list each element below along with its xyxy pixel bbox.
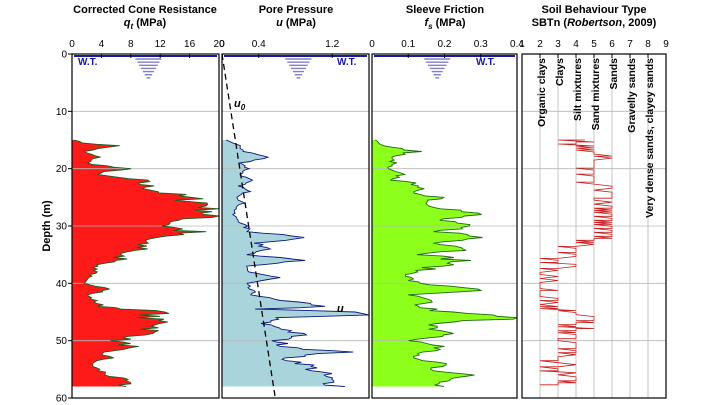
sbt-subtitle-c: , 2009) [622,17,657,29]
depth-tick-label: 40 [56,279,68,290]
qt-water-table-label: W.T. [78,57,98,68]
u0-annotation: u0 [234,98,246,112]
fs-subscript: s [428,22,433,31]
water-table-symbol [285,58,312,79]
sbt-zone-labels: Organic clays Clays Silt mixtures Sand mixt… [536,58,656,218]
depth-axis-label: Depth (m) [41,200,53,252]
sbt-tick-label: 3 [555,39,561,50]
u0-subscript: 0 [241,103,246,112]
qt-panel-title: Corrected Cone Resistance [73,4,217,16]
sbt-tick-label: 2 [537,39,543,50]
fs-axis-label: fs (MPa) [424,17,465,31]
profile-u-fill [222,140,369,387]
sbt-zone-label: Sands [608,58,620,90]
panel-fills [72,140,517,387]
qt-tick-label: 12 [155,39,167,50]
sbt-tick-label: 4 [573,39,579,50]
depth-tick-label: 20 [56,164,68,175]
panel-frames [68,53,667,399]
qt-subscript: t [131,22,134,31]
qt-tick-label: 16 [184,39,196,50]
depth-tick-label: 60 [56,394,68,405]
profile-fs-line [375,139,518,387]
u-axis-label: u (MPa) [276,17,316,29]
u-symbol: u [276,17,283,29]
sbt-subtitle-b: Robertson [567,17,622,29]
depth-tick-label: 0 [61,50,67,61]
profile-qt-line [73,139,220,387]
sbt-zone-label: Clays [554,58,566,86]
qt-tick-label: 20 [213,39,225,50]
u0-hydrostatic-line [221,53,276,399]
sbt-panel-subtitle: SBTn (Robertson, 2009) [532,17,657,29]
qt-tick-label: 0 [69,39,75,50]
qt-tick-label: 8 [128,39,134,50]
sbt-tick-label: 9 [663,39,669,50]
sbt-tick-label: 6 [609,39,615,50]
qt-symbol: q [124,17,131,29]
profile-u-line [226,139,370,387]
fs-tick-label: 0.1 [401,39,415,50]
sbt-zone-label: Very dense sands, clayey sands [644,58,656,218]
depth-tick-label: 30 [56,222,68,233]
panel-frame-qt [71,53,220,399]
sbt-zone-label: Organic clays [536,58,548,127]
sbt-zone-label: Sand mixtures [590,58,602,131]
water-table-symbol [135,58,162,79]
qt-unit: (MPa) [133,17,166,29]
series-lines [73,53,613,399]
fs-symbol: f [424,17,429,29]
sbt-panel-title: Soil Behaviour Type [542,4,647,16]
u-unit: (MPa) [283,17,316,29]
u-annotation: u [337,303,344,315]
panel-frame-u [221,53,370,399]
qt-axis-label: qt (MPa) [124,17,167,31]
fs-tick-label: 0 [369,39,375,50]
u-tick-label: 0.4 [252,39,266,50]
u-panel-title: Pore Pressure [259,4,334,16]
sbt-tick-label: 8 [645,39,651,50]
depth-tick-label: 50 [56,336,68,347]
sbt-subtitle-a: SBTn ( [532,17,568,29]
fs-tick-label: 0.3 [474,39,488,50]
sbt-zone-label: Gravelly sands [626,58,638,133]
u-tick-label: 0 [219,39,225,50]
u0-symbol: u [234,98,241,110]
sbt-zone-label: Silt mixtures [572,58,584,121]
depth-tick-label: 10 [56,107,68,118]
fs-unit: (MPa) [433,17,466,29]
fs-panel-title: Sleeve Friction [406,4,485,16]
qt-tick-label: 4 [99,39,105,50]
u-tick-label: 1.2 [325,39,339,50]
fs-water-table-label: W.T. [476,57,496,68]
profile-fs-fill [372,140,517,387]
u-water-table-label: W.T. [337,57,357,68]
sbt-tick-label: 5 [591,39,597,50]
fs-tick-label: 0.4 [510,39,524,50]
sbt-tick-label: 7 [627,39,633,50]
fs-tick-label: 0.2 [438,39,452,50]
sbt-tick-label: 1 [519,39,525,50]
profile-qt-fill [72,140,219,387]
water-table-symbol [424,58,451,79]
sbt-profile-line [539,139,613,386]
